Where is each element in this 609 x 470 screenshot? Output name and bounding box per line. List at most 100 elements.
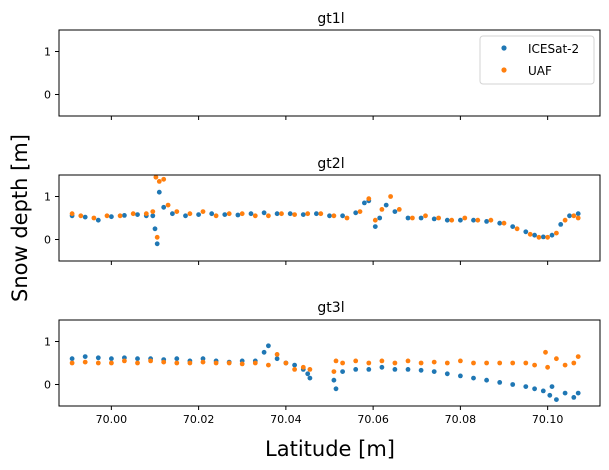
x-tick-label: 70.10 xyxy=(532,413,564,426)
data-point-uaf xyxy=(523,360,529,366)
data-point-uaf xyxy=(161,176,167,182)
data-point-icesat2 xyxy=(274,211,280,217)
data-point-uaf xyxy=(379,358,385,364)
data-point-uaf xyxy=(283,360,289,366)
data-point-icesat2 xyxy=(510,224,516,230)
x-axis-label: Latitude [m] xyxy=(265,437,395,461)
data-point-uaf xyxy=(226,211,232,217)
data-point-uaf xyxy=(122,358,127,364)
data-point-uaf xyxy=(444,360,450,366)
data-point-uaf xyxy=(252,360,258,366)
data-point-uaf xyxy=(143,211,149,217)
data-point-uaf xyxy=(135,360,140,366)
data-point-icesat2 xyxy=(575,390,581,396)
data-point-icesat2 xyxy=(266,343,271,349)
data-point-icesat2 xyxy=(532,232,537,238)
data-point-icesat2 xyxy=(405,215,411,221)
data-point-icesat2 xyxy=(314,211,319,217)
data-point-uaf xyxy=(292,367,297,372)
data-point-icesat2 xyxy=(558,222,564,227)
y-ticks-gt3l: 01 xyxy=(44,336,59,392)
axes-frame xyxy=(58,174,601,262)
data-point-icesat2 xyxy=(458,373,463,379)
data-point-icesat2 xyxy=(150,213,156,219)
data-point-uaf xyxy=(200,209,206,215)
data-point-uaf xyxy=(554,356,559,362)
y-ticks-gt2l: 01 xyxy=(44,191,59,247)
data-point-uaf xyxy=(266,213,271,219)
data-point-icesat2 xyxy=(523,384,529,389)
data-point-uaf xyxy=(213,360,219,366)
data-point-uaf xyxy=(305,211,311,217)
data-point-icesat2 xyxy=(575,211,581,217)
data-point-uaf xyxy=(431,359,437,365)
data-point-uaf xyxy=(475,217,481,223)
data-point-uaf xyxy=(562,217,568,223)
data-point-uaf xyxy=(462,215,468,221)
data-point-icesat2 xyxy=(540,388,546,394)
data-point-icesat2 xyxy=(331,377,337,383)
data-point-uaf xyxy=(252,213,258,219)
data-point-icesat2 xyxy=(333,386,339,392)
data-point-icesat2 xyxy=(484,377,489,383)
data-point-icesat2 xyxy=(444,217,450,223)
data-point-icesat2 xyxy=(366,367,372,372)
data-point-uaf xyxy=(78,213,84,219)
data-point-uaf xyxy=(423,213,428,219)
data-point-icesat2 xyxy=(571,395,577,400)
data-point-uaf xyxy=(497,360,503,366)
data-point-icesat2 xyxy=(109,214,114,220)
data-point-icesat2 xyxy=(510,382,516,387)
data-point-icesat2 xyxy=(418,367,424,373)
data-point-uaf xyxy=(69,211,75,217)
data-point-icesat2 xyxy=(431,216,437,222)
data-point-uaf xyxy=(95,360,101,366)
legend-marker-icesat2 xyxy=(501,45,507,51)
data-point-icesat2 xyxy=(392,209,398,215)
data-point-icesat2 xyxy=(431,369,437,374)
data-point-uaf xyxy=(575,354,581,359)
data-point-uaf xyxy=(239,211,245,217)
legend-marker-uaf xyxy=(501,67,507,73)
data-point-icesat2 xyxy=(135,212,140,218)
x-ticks-gt2l xyxy=(110,261,549,265)
data-point-icesat2 xyxy=(418,215,424,221)
data-point-uaf xyxy=(174,360,180,366)
data-point-uaf xyxy=(156,179,162,184)
data-point-uaf xyxy=(266,362,271,368)
legend: ICESat-2 UAF xyxy=(479,35,595,85)
x-tick-label: 70.00 xyxy=(96,413,128,426)
data-point-uaf xyxy=(117,213,123,219)
data-point-icesat2 xyxy=(540,234,546,240)
data-point-icesat2 xyxy=(471,375,476,381)
data-point-icesat2 xyxy=(156,189,162,195)
data-point-icesat2 xyxy=(261,210,267,216)
data-point-uaf xyxy=(396,207,402,212)
data-point-icesat2 xyxy=(340,369,345,374)
data-point-uaf xyxy=(458,358,463,364)
x-tick-label: 70.06 xyxy=(357,413,389,426)
data-point-uaf xyxy=(333,358,339,364)
data-point-uaf xyxy=(91,215,97,221)
data-point-uaf xyxy=(109,360,114,366)
data-point-uaf xyxy=(154,234,160,240)
data-point-uaf xyxy=(150,209,156,215)
x-tick-label: 70.02 xyxy=(183,413,215,426)
data-point-icesat2 xyxy=(300,212,306,218)
data-point-icesat2 xyxy=(307,375,313,381)
data-point-uaf xyxy=(488,217,494,223)
data-point-uaf xyxy=(366,196,372,202)
data-point-icesat2 xyxy=(554,397,559,402)
data-point-uaf xyxy=(571,213,577,219)
y-axis-label: Snow depth [m] xyxy=(8,134,32,302)
axes-frame xyxy=(58,29,601,117)
data-point-uaf xyxy=(148,358,154,364)
subplot-title: gt1l xyxy=(317,11,344,27)
data-point-uaf xyxy=(307,367,313,372)
data-point-uaf xyxy=(226,360,232,366)
x-ticks-gt3l: 70.00 70.02 70.04 70.06 70.08 70.10 xyxy=(96,406,564,426)
x-ticks-gt1l xyxy=(110,116,549,120)
x-tick-label: 70.04 xyxy=(270,413,302,426)
y-tick-label: 0 xyxy=(44,89,51,102)
data-point-icesat2 xyxy=(372,224,378,230)
